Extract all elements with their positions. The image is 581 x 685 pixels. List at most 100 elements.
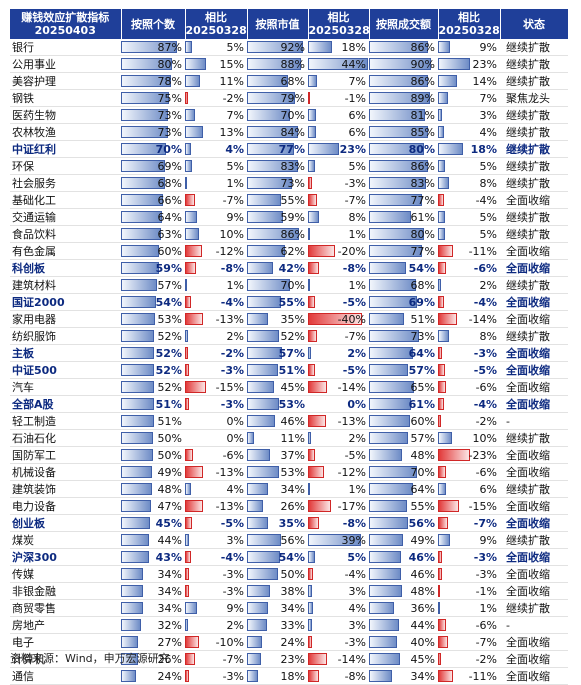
mktcap_chg-cell: 8%: [308, 208, 369, 226]
mktcap_chg-value: 39%: [341, 533, 366, 547]
count-value: 80%: [157, 57, 182, 71]
count_chg-cell: 10%: [185, 225, 247, 243]
table-row: 煤炭 44% 3% 56% 39% 49% 9% 继续扩散: [10, 531, 568, 549]
header-sector: 赚钱效应扩散指标 20250403: [10, 9, 122, 39]
count-cell: 43%: [121, 548, 185, 566]
turnover-cell: 83%: [369, 174, 438, 192]
status-label: 全面收缩: [500, 446, 568, 464]
count_chg-cell: -6%: [185, 446, 247, 464]
mktcap-cell: 51%: [247, 361, 308, 379]
mktcap-cell: 53%: [247, 463, 308, 481]
sector-name: 沪深300: [10, 548, 121, 566]
mktcap_chg-cell: -20%: [308, 242, 369, 260]
mktcap_chg-value: 5%: [348, 159, 366, 173]
mktcap-value: 73%: [280, 176, 305, 190]
count-value: 78%: [157, 74, 182, 88]
count-bar: [121, 41, 177, 53]
count-value: 70%: [155, 142, 182, 156]
mktcap_chg-bar: [308, 619, 313, 631]
turnover_chg-value: -6%: [475, 465, 497, 479]
mktcap-value: 70%: [280, 108, 305, 122]
turnover-bar: [369, 194, 423, 206]
mktcap-value: 57%: [278, 346, 305, 360]
table-row: 交通运输 64% 9% 59% 8% 61% 5% 继续扩散: [10, 208, 568, 226]
mktcap-bar: [247, 228, 300, 240]
turnover-cell: 49%: [369, 531, 438, 549]
turnover_chg-cell: 4%: [438, 123, 500, 141]
turnover_chg-cell: -5%: [438, 361, 500, 379]
mktcap_chg-value: 1%: [348, 227, 366, 241]
table-row: 电子 27% -10% 24% -3% 40% -7% 全面收缩: [10, 633, 568, 651]
turnover-bar: [369, 381, 414, 393]
turnover_chg-value: -11%: [468, 669, 497, 683]
mktcap-cell: 45%: [247, 378, 308, 396]
count-cell: 44%: [121, 531, 185, 549]
status-label: 继续扩散: [500, 55, 568, 73]
turnover-value: 48%: [410, 584, 435, 598]
sector-name: 轻工制造: [10, 412, 121, 430]
mktcap-value: 55%: [278, 295, 305, 309]
mktcap_chg-cell: 4%: [308, 599, 369, 617]
sector-name: 公用事业: [10, 55, 121, 73]
count_chg-bar: [185, 398, 190, 410]
turnover-bar: [369, 262, 407, 274]
table-row: 有色金属 60% -12% 62% -20% 77% -11% 全面收缩: [10, 242, 568, 260]
turnover_chg-cell: -11%: [438, 242, 500, 260]
mktcap_chg-bar: [308, 330, 318, 342]
mktcap_chg-cell: -5%: [308, 293, 369, 311]
turnover_chg-cell: -14%: [438, 310, 500, 328]
turnover_chg-bar: [438, 296, 444, 308]
count_chg-value: -15%: [215, 380, 244, 394]
count_chg-bar: [185, 211, 198, 223]
count_chg-bar: [185, 330, 188, 342]
table-row: 医药生物 73% 7% 70% 6% 81% 3% 继续扩散: [10, 106, 568, 124]
mktcap-cell: 55%: [247, 191, 308, 209]
count_chg-cell: 5%: [185, 157, 247, 175]
turnover-value: 89%: [410, 91, 435, 105]
count_chg-cell: 15%: [185, 55, 247, 73]
mktcap-bar: [247, 75, 289, 87]
count_chg-bar: [185, 143, 191, 155]
turnover_chg-value: 8%: [479, 329, 497, 343]
turnover-value: 61%: [410, 210, 435, 224]
count-bar: [121, 109, 168, 121]
mktcap-value: 52%: [280, 329, 305, 343]
mktcap-bar: [247, 398, 280, 410]
count_chg-bar: [185, 364, 190, 376]
count-bar: [121, 415, 154, 427]
count-value: 69%: [157, 159, 182, 173]
turnover-value: 57%: [408, 363, 435, 377]
mktcap-bar: [247, 381, 275, 393]
turnover_chg-cell: 8%: [438, 327, 500, 345]
mktcap_chg-value: -12%: [337, 465, 366, 479]
count_chg-value: -10%: [215, 635, 244, 649]
turnover_chg-cell: -7%: [438, 633, 500, 651]
count-value: 32%: [157, 618, 182, 632]
status-label: 全面收缩: [500, 191, 568, 209]
table-row: 沪深300 43% -4% 54% 5% 46% -3% 全面收缩: [10, 548, 568, 566]
turnover_chg-value: -2%: [475, 652, 497, 666]
turnover_chg-value: 23%: [472, 57, 497, 71]
count_chg-bar: [185, 517, 192, 529]
turnover-cell: 57%: [369, 361, 438, 379]
status-label: 全面收缩: [500, 650, 568, 668]
count_chg-bar: [185, 466, 203, 478]
count_chg-bar: [185, 160, 192, 172]
turnover_chg-cell: 9%: [438, 39, 500, 56]
turnover_chg-cell: 5%: [438, 157, 500, 175]
mktcap-cell: 92%: [247, 39, 308, 56]
turnover-cell: 65%: [369, 378, 438, 396]
turnover-value: 56%: [408, 516, 435, 530]
sector-name: 电子: [10, 633, 121, 651]
turnover_chg-cell: 5%: [438, 225, 500, 243]
turnover-value: 81%: [410, 108, 435, 122]
header-turnover-chg: 相比 20250328: [438, 9, 501, 39]
turnover_chg-cell: 18%: [438, 140, 500, 158]
mktcap_chg-value: 44%: [341, 57, 366, 71]
turnover-bar: [369, 483, 414, 495]
table-row: 纺织服饰 52% 2% 52% -7% 73% 8% 继续扩散: [10, 327, 568, 345]
mktcap_chg-bar: [308, 483, 310, 495]
mktcap_chg-cell: 2%: [308, 429, 369, 447]
count-cell: 80%: [121, 55, 185, 73]
turnover_chg-cell: -15%: [438, 497, 500, 515]
